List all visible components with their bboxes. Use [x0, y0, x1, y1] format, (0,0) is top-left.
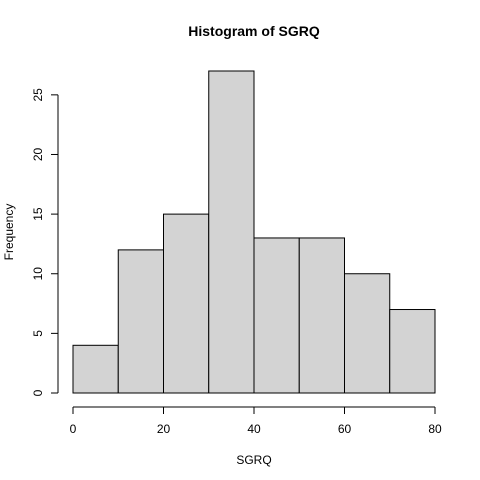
x-tick-label-1: 20 [157, 422, 171, 436]
y-axis: 0 5 10 15 20 25 [31, 88, 59, 396]
y-tick-label-0: 0 [31, 389, 45, 396]
y-tick-label-3: 15 [31, 207, 45, 221]
x-tick-label-0: 0 [70, 422, 77, 436]
histogram-bar-2 [163, 213, 210, 394]
histogram-bar-6 [344, 273, 391, 394]
x-axis: 0 20 40 60 80 [70, 406, 442, 436]
histogram-bar-7 [389, 309, 436, 394]
bars-group [72, 70, 436, 394]
x-axis-label: SGRQ [236, 453, 271, 467]
y-tick-label-4: 20 [31, 147, 45, 161]
y-axis-label: Frequency [2, 204, 16, 261]
y-tick-label-2: 10 [31, 267, 45, 281]
y-tick-label-1: 5 [31, 330, 45, 337]
histogram-bar-5 [298, 237, 345, 394]
x-tick-label-3: 60 [338, 422, 352, 436]
histogram-bar-1 [117, 249, 164, 394]
histogram-bar-4 [253, 237, 300, 394]
histogram-bar-0 [72, 344, 119, 394]
y-tick-label-5: 25 [31, 88, 45, 102]
x-tick-label-4: 80 [428, 422, 442, 436]
histogram-bar-3 [208, 70, 255, 394]
x-tick-label-2: 40 [247, 422, 261, 436]
chart-title: Histogram of SGRQ [188, 23, 320, 39]
